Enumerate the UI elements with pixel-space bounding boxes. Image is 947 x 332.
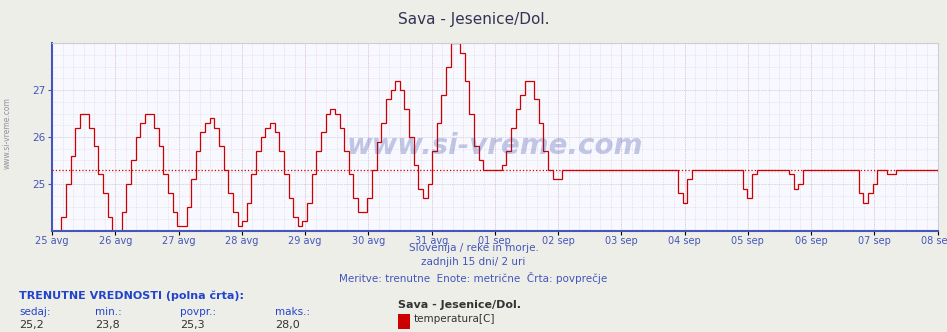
Text: Sava - Jesenice/Dol.: Sava - Jesenice/Dol.: [398, 300, 521, 310]
Text: 25,3: 25,3: [180, 320, 205, 330]
Text: Sava - Jesenice/Dol.: Sava - Jesenice/Dol.: [398, 12, 549, 27]
Text: TRENUTNE VREDNOSTI (polna črta):: TRENUTNE VREDNOSTI (polna črta):: [19, 290, 244, 301]
Text: povpr.:: povpr.:: [180, 307, 216, 317]
Text: maks.:: maks.:: [275, 307, 310, 317]
Text: Meritve: trenutne  Enote: metrične  Črta: povprečje: Meritve: trenutne Enote: metrične Črta: …: [339, 272, 608, 284]
Text: temperatura[C]: temperatura[C]: [414, 314, 495, 324]
Text: 25,2: 25,2: [19, 320, 44, 330]
Text: 23,8: 23,8: [95, 320, 119, 330]
Text: www.si-vreme.com: www.si-vreme.com: [3, 97, 12, 169]
Text: 28,0: 28,0: [275, 320, 299, 330]
Text: zadnjih 15 dni/ 2 uri: zadnjih 15 dni/ 2 uri: [421, 257, 526, 267]
Text: sedaj:: sedaj:: [19, 307, 50, 317]
Text: Slovenija / reke in morje.: Slovenija / reke in morje.: [408, 243, 539, 253]
Text: www.si-vreme.com: www.si-vreme.com: [347, 132, 643, 160]
Text: min.:: min.:: [95, 307, 121, 317]
